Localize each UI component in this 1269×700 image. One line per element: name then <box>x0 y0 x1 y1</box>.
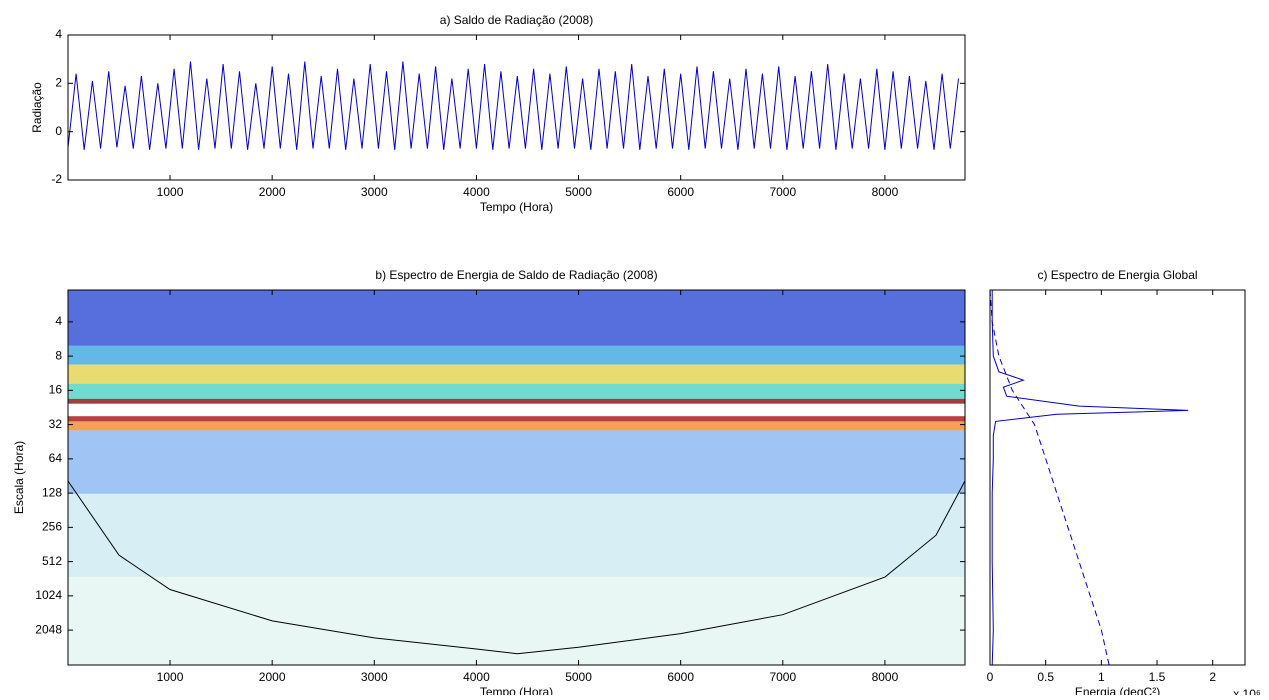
axes-frame <box>67 34 966 181</box>
power-band <box>68 290 965 346</box>
x-tick-label: 1000 <box>157 670 184 684</box>
x-tick-label: 0.5 <box>1037 670 1054 684</box>
x-tick-label: 8000 <box>872 185 899 199</box>
x-tick-label: 7000 <box>769 185 796 199</box>
axes-frame <box>989 289 1246 666</box>
x-tick-label: 2000 <box>259 670 286 684</box>
power-band <box>68 416 965 422</box>
y-tick-label: -2 <box>51 172 62 186</box>
x-tick-label: 6000 <box>667 185 694 199</box>
plot-area <box>68 290 965 665</box>
y-tick-label: 128 <box>42 485 62 499</box>
plot-area <box>68 61 959 150</box>
x-tick-label: 2 <box>1209 670 1216 684</box>
y-tick-label: 64 <box>49 451 63 465</box>
y-tick-label: 0 <box>55 124 62 138</box>
x-tick-label: 5000 <box>565 185 592 199</box>
panel: 0 0.5 1 1.5 2 c) Espectro de Energia Global En… <box>987 268 1261 700</box>
spectrum-line <box>991 290 1189 665</box>
power-band <box>68 364 965 384</box>
x-tick-label: 3000 <box>361 185 388 199</box>
power-band <box>68 577 965 665</box>
y-tick-label: 16 <box>49 383 63 397</box>
x-tick-label: 0 <box>987 670 994 684</box>
power-band <box>68 421 965 431</box>
y-tick-label: 8 <box>55 348 62 362</box>
x-tick-label: 5000 <box>565 670 592 684</box>
y-axis-label: Radiação <box>30 82 44 133</box>
power-band <box>68 493 965 578</box>
y-axis-label: Escala (Hora) <box>12 441 26 514</box>
data-line <box>68 61 959 150</box>
x-tick-label: 7000 <box>769 670 796 684</box>
y-tick-label: 32 <box>49 417 63 431</box>
y-tick-label: 1024 <box>35 588 62 602</box>
panel: 1000 2000 3000 4000 5000 6000 7000 8000 4 8 16 32 64… <box>12 268 966 699</box>
panel: 1000 2000 3000 4000 5000 6000 7000 8000 -2 0 2 4 a) … <box>30 13 966 214</box>
x-tick-label: 8000 <box>872 670 899 684</box>
power-band <box>68 398 965 404</box>
y-tick-label: 2048 <box>35 622 62 636</box>
y-tick-label: 256 <box>42 520 62 534</box>
axes-frame <box>67 289 966 666</box>
x-tick-label: 4000 <box>463 185 490 199</box>
cone-of-influence <box>68 480 965 655</box>
x-tick-label: 4000 <box>463 670 490 684</box>
x-axis-label: Tempo (Hora) <box>480 200 553 214</box>
y-tick-label: 512 <box>42 554 62 568</box>
plot-area <box>990 290 1189 665</box>
y-tick-label: 2 <box>55 76 62 90</box>
power-band <box>68 383 965 399</box>
spectrum-line <box>990 290 1110 665</box>
power-band <box>68 345 965 365</box>
chart-title: c) Espectro de Energia Global <box>1037 268 1197 282</box>
x-tick-label: 1.5 <box>1149 670 1166 684</box>
x-tick-label: 6000 <box>667 670 694 684</box>
y-tick-label: 4 <box>55 27 62 41</box>
power-band <box>68 403 965 417</box>
x-tick-label: 3000 <box>361 670 388 684</box>
x-tick-label: 1 <box>1098 670 1105 684</box>
x-multiplier: x 10⁶ <box>1233 687 1261 695</box>
y-tick-label: 4 <box>55 314 62 328</box>
chart-title: a) Saldo de Radiação (2008) <box>440 13 593 27</box>
x-axis-label: Tempo (Hora) <box>480 685 553 695</box>
power-band <box>68 430 965 494</box>
x-tick-label: 2000 <box>259 185 286 199</box>
chart-title: b) Espectro de Energia de Saldo de Radia… <box>375 268 657 282</box>
x-axis-label: Energia (degC²) <box>1075 685 1160 695</box>
x-tick-label: 1000 <box>157 185 184 199</box>
